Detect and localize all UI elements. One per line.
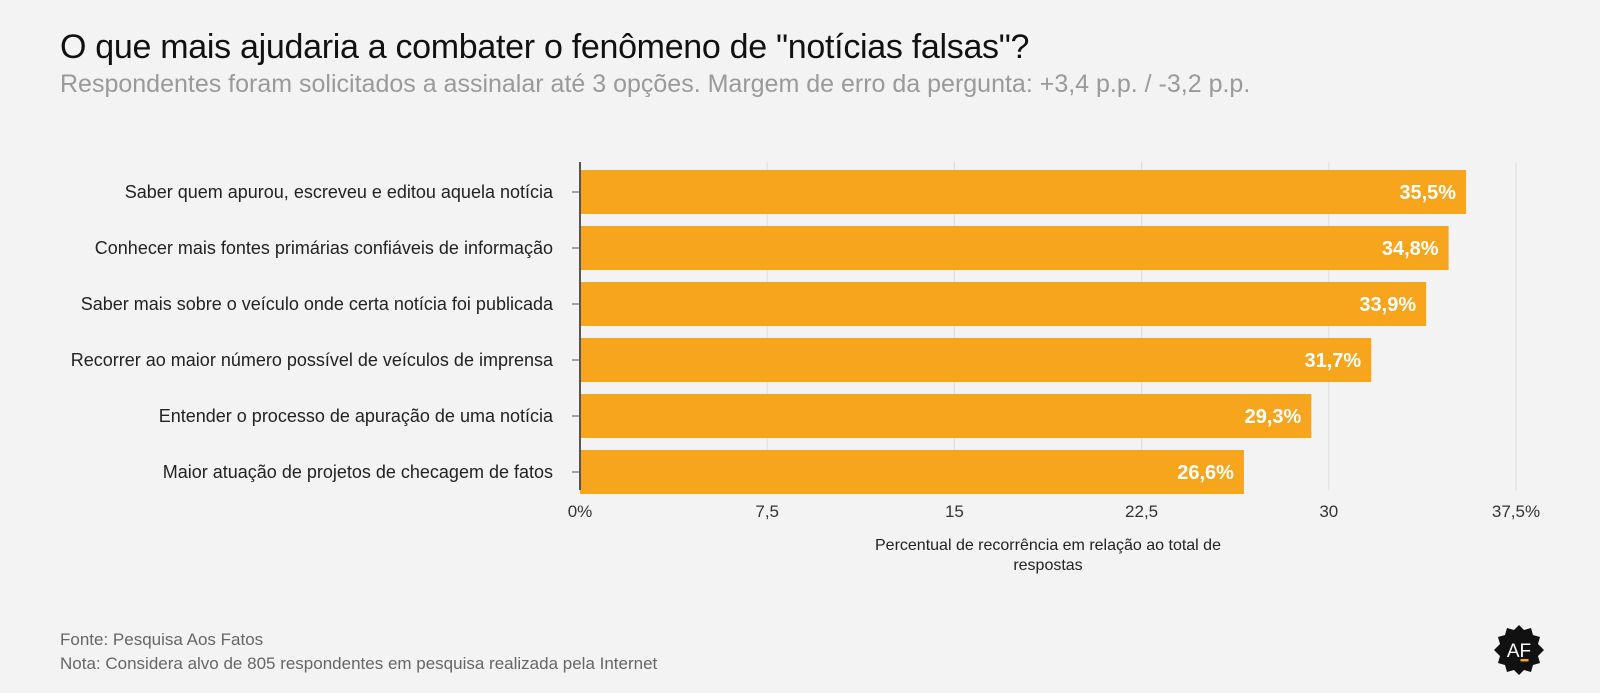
- footer-note: Nota: Considera alvo de 805 respondentes…: [60, 654, 658, 673]
- bar: [580, 170, 1467, 214]
- category-label: Entender o processo de apuração de uma n…: [159, 406, 554, 426]
- x-axis-title-line: respostas: [1013, 557, 1082, 574]
- bar: [580, 394, 1312, 438]
- category-label: Saber mais sobre o veículo onde certa no…: [81, 294, 554, 314]
- bar: [580, 450, 1244, 494]
- footer-source: Fonte: Pesquisa Aos Fatos: [60, 630, 264, 649]
- chart-subtitle: Respondentes foram solicitados a assinal…: [60, 70, 1251, 98]
- bar-value-label: 29,3%: [1245, 406, 1302, 428]
- bar-value-label: 33,9%: [1359, 294, 1416, 316]
- x-axis-title: Percentual de recorrência em relação ao …: [875, 537, 1221, 574]
- x-tick-label: 22,5: [1125, 502, 1158, 521]
- x-tick-label: 7,5: [755, 502, 779, 521]
- category-label: Saber quem apurou, escreveu e editou aqu…: [125, 182, 554, 202]
- bar-value-label: 34,8%: [1382, 238, 1439, 260]
- category-label: Recorrer ao maior número possível de veí…: [71, 350, 554, 370]
- x-tick-label: 30: [1319, 502, 1338, 521]
- bars: 35,5% 34,8% 33,9% 31,7% 29,3% 26,6%: [580, 170, 1467, 494]
- x-tick-label: 15: [945, 502, 964, 521]
- x-tick-label: 37,5%: [1492, 502, 1540, 521]
- bar-chart: 35,5% 34,8% 33,9% 31,7% 29,3% 26,6% 0% 7,5 15 22…: [71, 162, 1540, 574]
- x-axis-title-line: Percentual de recorrência em relação ao …: [875, 537, 1221, 554]
- category-label: Conhecer mais fontes primárias confiávei…: [95, 238, 553, 258]
- x-tick-label: 0%: [568, 502, 593, 521]
- bar-value-label: 35,5%: [1399, 182, 1456, 204]
- bar-value-label: 31,7%: [1305, 350, 1362, 372]
- axes: 0% 7,5 15 22,5 30 37,5% Saber quem apurou, esc…: [71, 162, 1540, 521]
- bar-value-label: 26,6%: [1177, 462, 1234, 484]
- bar: [580, 338, 1372, 382]
- logo-text: AF: [1507, 641, 1531, 662]
- bar: [580, 226, 1449, 270]
- category-label: Maior atuação de projetos de checagem de…: [163, 462, 553, 482]
- bar: [580, 282, 1427, 326]
- chart-title: O que mais ajudaria a combater o fenômen…: [60, 28, 1030, 66]
- aos-fatos-logo-icon: AF: [1494, 625, 1544, 675]
